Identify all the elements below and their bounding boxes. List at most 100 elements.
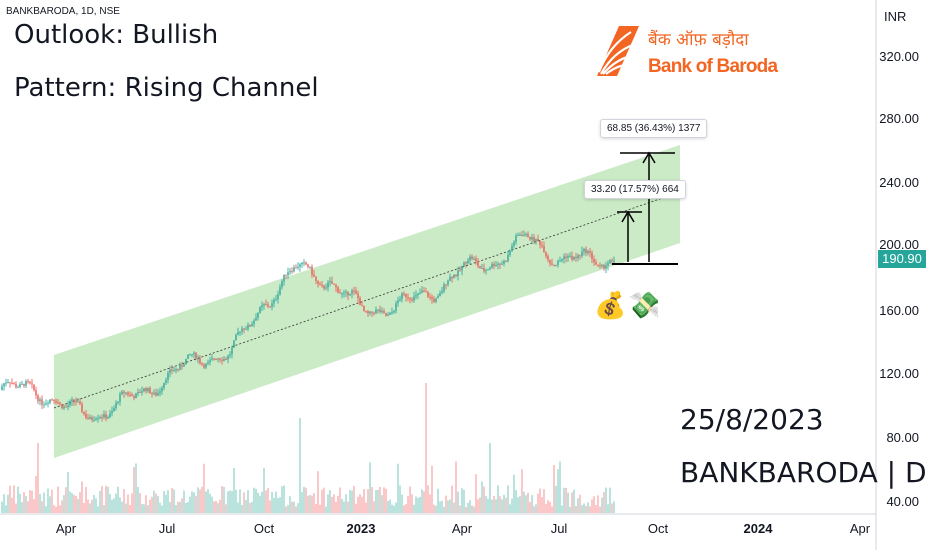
- candle-body: [555, 265, 557, 267]
- volume-bar: [35, 476, 37, 513]
- volume-bar: [401, 494, 403, 513]
- candle-body: [599, 265, 601, 267]
- candle-body: [323, 285, 325, 289]
- volume-bar: [349, 490, 351, 513]
- candle-body: [335, 284, 337, 288]
- volume-bar: [33, 499, 35, 513]
- volume-bar: [513, 474, 515, 513]
- volume-bar: [433, 504, 435, 513]
- volume-bar: [309, 495, 311, 513]
- candle-body: [397, 300, 399, 304]
- candle-body: [305, 262, 307, 265]
- volume-bar: [457, 491, 459, 513]
- volume-bar: [247, 490, 249, 513]
- volume-bar: [343, 501, 345, 513]
- measure-label-lower[interactable]: 33.20 (17.57%) 664: [584, 180, 686, 199]
- volume-bar: [209, 493, 211, 513]
- candle-body: [473, 258, 475, 260]
- candle-body: [147, 387, 149, 392]
- volume-bar: [173, 489, 175, 513]
- volume-bar: [229, 490, 231, 513]
- candle-body: [513, 242, 515, 246]
- candle-body: [429, 296, 431, 298]
- volume-bar: [581, 505, 583, 513]
- candle-body: [51, 399, 53, 401]
- candle-body: [47, 402, 49, 404]
- candle-body: [401, 293, 403, 299]
- volume-bar: [439, 501, 441, 513]
- volume-bar: [427, 485, 429, 513]
- candle-body: [39, 399, 41, 402]
- candle-body: [159, 391, 161, 394]
- volume-bar: [123, 489, 125, 513]
- candle-body: [271, 303, 273, 307]
- candle-body: [419, 292, 421, 294]
- measure-label-upper[interactable]: 68.85 (36.43%) 1377: [600, 119, 708, 138]
- volume-bar: [199, 489, 201, 513]
- candle-body: [459, 270, 461, 272]
- candle-body: [443, 284, 445, 292]
- candle-body: [541, 245, 543, 247]
- volume-bar: [577, 498, 579, 513]
- candle-body: [413, 296, 415, 301]
- date-label: 25/8/2023: [680, 403, 824, 436]
- volume-bar: [81, 481, 83, 513]
- candle-body: [259, 307, 261, 313]
- candle-body: [343, 292, 345, 294]
- volume-bar: [257, 492, 259, 513]
- candle-body: [477, 261, 479, 266]
- volume-bar: [355, 503, 357, 513]
- volume-bar: [205, 491, 207, 513]
- volume-bar: [185, 502, 187, 513]
- candle-body: [269, 306, 271, 308]
- candle-body: [119, 393, 121, 402]
- candle-body: [423, 290, 425, 292]
- candle-body: [299, 264, 301, 267]
- candle-body: [167, 372, 169, 380]
- volume-bar: [273, 497, 275, 513]
- volume-bar: [277, 498, 279, 513]
- volume-bar: [377, 489, 379, 513]
- candle-body: [211, 358, 213, 361]
- volume-bar: [13, 485, 15, 513]
- volume-bar: [97, 506, 99, 513]
- volume-bar: [391, 504, 393, 513]
- candle-body: [411, 299, 413, 301]
- y-tick-label: 120.00: [879, 366, 919, 381]
- candle-body: [581, 251, 583, 256]
- candle-body: [165, 379, 167, 383]
- candle-body: [435, 298, 437, 302]
- volume-bar: [409, 486, 411, 513]
- volume-bars: [1, 383, 615, 513]
- volume-bar: [21, 502, 23, 513]
- volume-bar: [511, 498, 513, 513]
- candle-body: [549, 259, 551, 264]
- volume-bar: [351, 490, 353, 513]
- volume-bar: [383, 487, 385, 513]
- volume-bar: [157, 496, 159, 513]
- volume-bar: [41, 501, 43, 513]
- x-tick-label: Apr: [850, 521, 871, 536]
- volume-bar: [509, 504, 511, 513]
- candle-body: [565, 256, 567, 258]
- volume-bar: [45, 506, 47, 513]
- volume-bar: [133, 467, 135, 513]
- candle-body: [523, 235, 525, 237]
- volume-bar: [607, 504, 609, 513]
- currency-label[interactable]: INR: [884, 9, 907, 24]
- volume-bar: [321, 489, 323, 513]
- candle-body: [337, 287, 339, 293]
- candle-body: [319, 283, 321, 286]
- volume-bar: [213, 501, 215, 513]
- candle-body: [387, 314, 389, 316]
- candle-body: [301, 262, 303, 265]
- volume-bar: [535, 504, 537, 513]
- candle-body: [61, 404, 63, 409]
- volume-bar: [289, 496, 291, 513]
- candle-body: [359, 298, 361, 306]
- volume-bar: [59, 505, 61, 513]
- volume-bar: [475, 474, 477, 513]
- volume-bar: [591, 499, 593, 513]
- volume-bar: [211, 496, 213, 513]
